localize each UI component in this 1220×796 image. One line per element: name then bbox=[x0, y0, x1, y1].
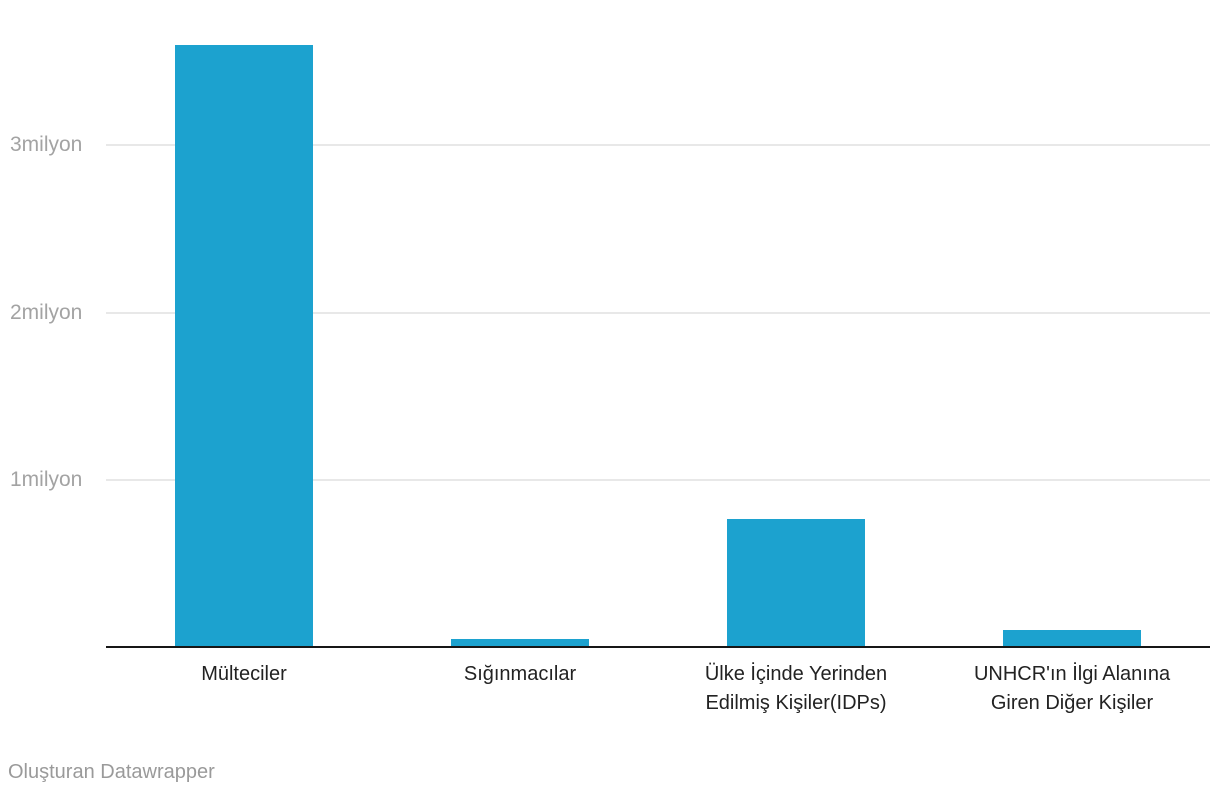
x-tick-label-line: Mülteciler bbox=[201, 663, 287, 685]
gridline-1milyon bbox=[106, 478, 1210, 481]
datawrapper-credit-link[interactable]: Oluşturan Datawrapper bbox=[8, 761, 215, 783]
x-tick-label-line: Ülke İçinde Yerinden bbox=[704, 663, 888, 685]
y-tick-label: 2milyon bbox=[10, 300, 83, 324]
bar-2[interactable] bbox=[451, 639, 589, 647]
x-tick-label: UNHCR'ın İlgi Alanına Giren Diğer Kişiler bbox=[934, 660, 1210, 718]
y-tick-label: 3milyon bbox=[10, 133, 83, 157]
x-tick-label-line: UNHCR'ın İlgi Alanına bbox=[973, 663, 1171, 685]
gridline-3milyon bbox=[106, 144, 1210, 147]
x-tick-label-line: Edilmiş Kişiler(IDPs) bbox=[705, 692, 887, 714]
x-tick-label: Ülke İçinde Yerinden Edilmiş Kişiler(IDPs… bbox=[658, 660, 934, 718]
x-tick-label: Mülteciler bbox=[106, 660, 382, 689]
x-axis-line bbox=[106, 646, 1210, 648]
x-tick-label-line: Giren Diğer Kişiler bbox=[990, 692, 1154, 714]
x-tick-label: Sığınmacılar bbox=[382, 660, 658, 689]
bar-4[interactable] bbox=[1003, 630, 1141, 647]
gridline-2milyon bbox=[106, 311, 1210, 314]
bar-3[interactable] bbox=[727, 519, 865, 647]
bar-1[interactable] bbox=[175, 45, 313, 647]
y-tick-label: 1milyon bbox=[10, 467, 83, 491]
x-tick-label-line: Sığınmacılar bbox=[463, 663, 577, 685]
